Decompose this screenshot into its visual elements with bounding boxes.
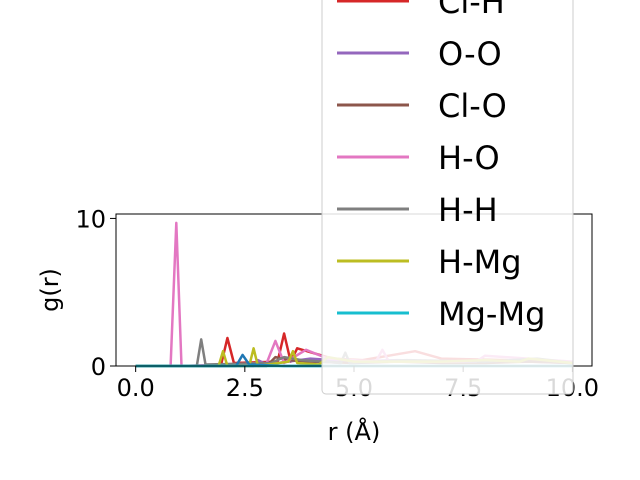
x-axis-label: r (Å) bbox=[328, 417, 381, 446]
legend-label: Cl-O bbox=[438, 87, 507, 125]
y-axis-label: g(r) bbox=[36, 268, 64, 312]
y-tick-label: 0 bbox=[91, 353, 106, 381]
legend-label: Mg-Mg bbox=[438, 295, 545, 333]
x-tick-label: 2.5 bbox=[226, 374, 264, 402]
legend-box bbox=[321, 0, 574, 395]
legend-label: Cl-H bbox=[438, 0, 505, 21]
y-tick-label: 10 bbox=[75, 205, 106, 233]
legend-label: H-O bbox=[438, 139, 500, 177]
legend-label: O-O bbox=[438, 35, 502, 73]
x-tick-label: 0.0 bbox=[117, 374, 155, 402]
legend-label: H-H bbox=[438, 191, 498, 229]
legend-label: H-Mg bbox=[438, 243, 522, 281]
y-axis: 0 10 bbox=[75, 205, 116, 381]
legend: Cl-H O-O Cl-O H-O H-H H-Mg Mg-Mg bbox=[321, 0, 574, 395]
